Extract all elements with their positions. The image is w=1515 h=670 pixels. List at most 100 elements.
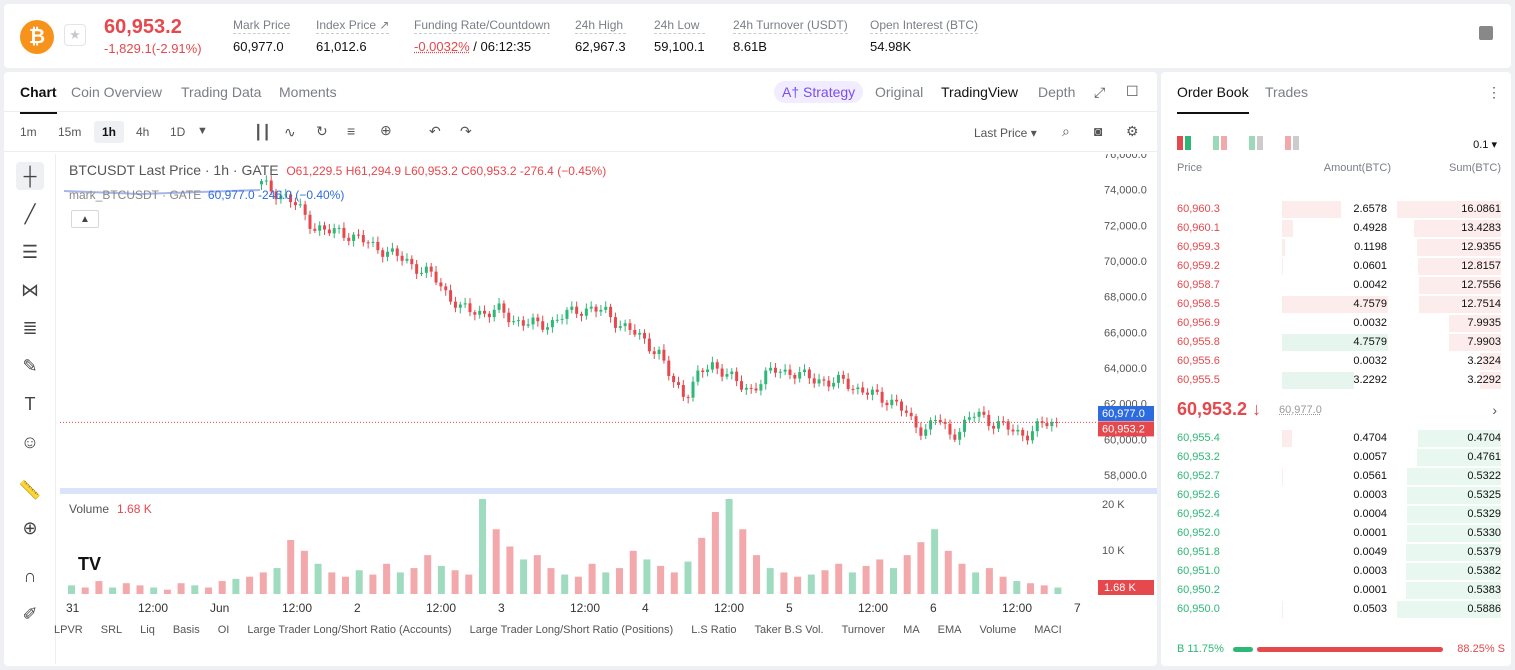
view-trades-icon[interactable] — [1285, 136, 1299, 150]
stat-label[interactable]: Index Price ↗ — [316, 18, 390, 34]
fib-icon[interactable]: ≣ — [22, 317, 38, 338]
stat-label[interactable]: Funding Rate/Countdown — [414, 18, 551, 34]
strategy-button[interactable]: A† Strategy — [774, 81, 864, 103]
indicator-9[interactable]: Turnover — [841, 624, 886, 636]
bid-row[interactable]: 60,952.6 0.0003 0.5325 — [1161, 486, 1511, 505]
tab-tradingview[interactable]: TradingView — [941, 84, 1019, 100]
expand-icon[interactable]: ⤢ — [1094, 84, 1106, 100]
camera-icon[interactable]: ◙ — [1094, 123, 1103, 139]
fullscreen-icon[interactable]: ☐ — [1126, 83, 1139, 99]
indicator-0[interactable]: LPVR — [54, 624, 83, 636]
price-chart[interactable]: 76,000.0 74,000.0 72,000.0 70,000.0 68,000.0… — [60, 154, 1157, 666]
edit-icon[interactable]: ✐ — [22, 603, 38, 624]
indicator-1[interactable]: SRL — [100, 624, 123, 636]
ask-row[interactable]: 60,959.2 0.0601 12.8157 — [1161, 257, 1511, 276]
bid-row[interactable]: 60,955.4 0.4704 0.4704 — [1161, 429, 1511, 448]
ask-row[interactable]: 60,960.3 2.6578 16.0861 — [1161, 200, 1511, 219]
refresh-icon[interactable]: ↻ — [316, 123, 328, 139]
tab-order-book[interactable]: Order Book — [1177, 84, 1249, 114]
pattern-icon[interactable]: ⋈ — [21, 279, 39, 300]
bid-row[interactable]: 60,952.4 0.0004 0.5329 — [1161, 505, 1511, 524]
ask-row[interactable]: 60,958.7 0.0042 12.7556 — [1161, 276, 1511, 295]
timeframe-dropdown-icon[interactable]: ▼ — [197, 125, 208, 137]
ask-row[interactable]: 60,955.5 3.2292 3.2292 — [1161, 371, 1511, 390]
indicator-11[interactable]: EMA — [937, 624, 962, 636]
magnet-icon[interactable]: ∩ — [23, 565, 37, 586]
bid-row[interactable]: 60,953.2 0.0057 0.4761 — [1161, 448, 1511, 467]
add-indicator-icon[interactable]: ⊕ — [380, 122, 392, 138]
volume-bar — [753, 555, 760, 594]
search-icon[interactable]: ⌕ — [1062, 123, 1070, 139]
indicator-4[interactable]: OI — [217, 624, 230, 636]
indicator-5[interactable]: Large Trader Long/Short Ratio (Accounts) — [247, 624, 452, 636]
timeframe-4h[interactable]: 4h — [136, 125, 150, 139]
timeframe-1m[interactable]: 1m — [20, 125, 37, 139]
mid-mark-price: 60,977.0 — [1279, 404, 1322, 416]
ask-row[interactable]: 60,960.1 0.4928 13.4283 — [1161, 219, 1511, 238]
ask-row[interactable]: 60,956.9 0.0032 7.9935 — [1161, 314, 1511, 333]
indicator-10[interactable]: MA — [903, 624, 920, 636]
chart-toolbar: 1m 15m 1h 4h 1D ▼ ┃┃ ∿ ↻ ≡ ⊕ ↶ ↷ Last Pr… — [4, 114, 1157, 152]
view-bids-icon[interactable] — [1213, 136, 1227, 150]
redo-icon[interactable]: ↷ — [460, 123, 472, 139]
volume-bar — [479, 499, 486, 594]
bid-row[interactable]: 60,951.8 0.0049 0.5379 — [1161, 543, 1511, 562]
timeframe-1d[interactable]: 1D — [170, 125, 186, 139]
ask-row[interactable]: 60,955.6 0.0032 3.2324 — [1161, 352, 1511, 371]
text-tool-icon[interactable]: T — [24, 393, 36, 414]
more-menu-icon[interactable]: ⋮ — [1487, 84, 1501, 100]
indicator-2[interactable]: Liq — [140, 624, 155, 636]
candle-body — [356, 234, 360, 236]
emoji-icon[interactable]: ☺ — [20, 431, 40, 452]
ask-row[interactable]: 60,955.8 4.7579 7.9903 — [1161, 333, 1511, 352]
last-price-tag-text: 60,953.2 — [1102, 423, 1145, 435]
template-icon[interactable]: ≡ — [347, 123, 356, 139]
ask-row[interactable]: 60,959.3 0.1198 12.9355 — [1161, 238, 1511, 257]
favorite-star-icon[interactable]: ★ — [64, 24, 86, 46]
indicator-icon[interactable]: ∿ — [284, 124, 296, 140]
tab-moments[interactable]: Moments — [279, 84, 337, 100]
candle-body — [982, 411, 986, 415]
indicator-7[interactable]: L.S Ratio — [691, 624, 737, 636]
tab-coin-overview[interactable]: Coin Overview — [71, 84, 163, 100]
collapse-legend-button[interactable]: ▲ — [71, 210, 99, 228]
timeframe-15m[interactable]: 15m — [58, 125, 82, 139]
settings-gear-icon[interactable]: ⚙ — [1126, 123, 1139, 139]
bid-row[interactable]: 60,952.0 0.0001 0.5330 — [1161, 524, 1511, 543]
tab-trading-data[interactable]: Trading Data — [181, 84, 262, 100]
indicator-13[interactable]: MACI — [1034, 624, 1062, 636]
volume-bar — [218, 581, 226, 594]
price-type-select[interactable]: Last Price ▾ — [974, 126, 1037, 140]
precision-select[interactable]: 0.1 ▾ — [1473, 139, 1497, 151]
brush-icon[interactable]: ✎ — [22, 355, 38, 376]
depth-bar — [1480, 353, 1501, 370]
trend-line-icon[interactable]: ╱ — [24, 203, 36, 224]
view-asks-icon[interactable] — [1249, 136, 1263, 150]
ask-row[interactable]: 60,958.5 4.7579 12.7514 — [1161, 295, 1511, 314]
price-cell: 60,952.4 — [1177, 508, 1220, 520]
tab-chart[interactable]: Chart — [20, 84, 57, 114]
horizontal-lines-icon[interactable]: ☰ — [21, 241, 39, 262]
bid-row[interactable]: 60,950.2 0.0001 0.5383 — [1161, 581, 1511, 600]
crosshair-icon[interactable]: ┼ — [16, 162, 44, 190]
tab-original[interactable]: Original — [875, 84, 924, 100]
indicator-6[interactable]: Large Trader Long/Short Ratio (Positions… — [469, 624, 674, 636]
volume-bar — [835, 563, 843, 594]
bid-row[interactable]: 60,951.0 0.0003 0.5382 — [1161, 562, 1511, 581]
candle-body — [386, 251, 390, 257]
undo-icon[interactable]: ↶ — [429, 123, 441, 139]
indicator-8[interactable]: Taker B.S Vol. — [754, 624, 824, 636]
zoom-in-icon[interactable]: ⊕ — [22, 517, 38, 538]
candle-type-icon[interactable]: ┃┃ — [254, 124, 271, 140]
tab-trades[interactable]: Trades — [1265, 84, 1309, 100]
view-both-icon[interactable] — [1177, 136, 1191, 150]
ruler-icon[interactable]: 📏 — [18, 479, 42, 500]
timeframe-1h[interactable]: 1h — [94, 121, 125, 143]
book-icon[interactable] — [1479, 26, 1493, 40]
chevron-right-icon[interactable]: › — [1492, 402, 1497, 418]
tab-depth[interactable]: Depth — [1038, 84, 1076, 100]
indicator-3[interactable]: Basis — [172, 624, 200, 636]
bid-row[interactable]: 60,950.0 0.0503 0.5886 — [1161, 600, 1511, 619]
bid-row[interactable]: 60,952.7 0.0561 0.5322 — [1161, 467, 1511, 486]
indicator-12[interactable]: Volume — [979, 624, 1017, 636]
